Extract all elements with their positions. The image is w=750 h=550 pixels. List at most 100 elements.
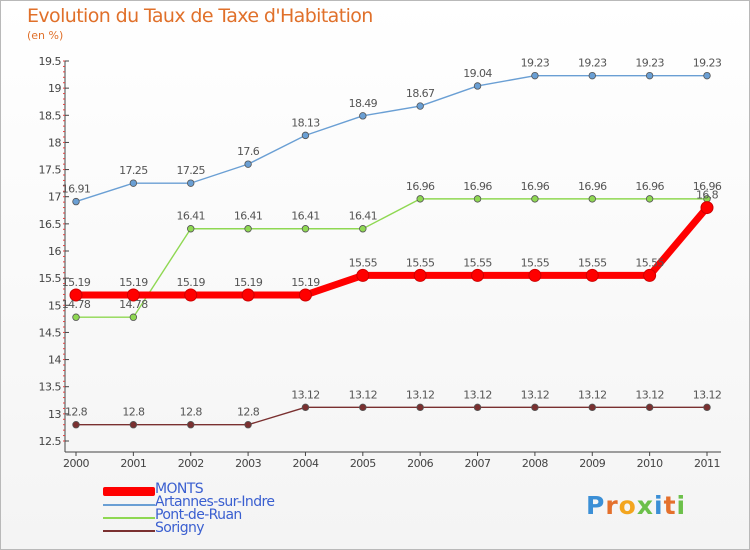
data-label-pont-de-ruan: 16.96 (578, 180, 607, 193)
series-line-pont-de-ruan (75, 198, 708, 318)
data-point-pont-de-ruan (72, 313, 80, 321)
data-label-pont-de-ruan: 14.78 (119, 298, 148, 311)
data-point-pont-de-ruan (129, 313, 138, 321)
data-point-sorigny (301, 403, 310, 412)
data-point-pont-de-ruan (531, 195, 539, 203)
data-point-pont-de-ruan (473, 195, 482, 203)
data-point-artannes-sur-indre (473, 82, 482, 90)
data-label-pont-de-ruan: 16.96 (521, 180, 550, 193)
data-label-sorigny: 13.12 (635, 388, 664, 401)
data-point-monts (298, 288, 312, 302)
data-label-artannes-sur-indre: 18.13 (291, 116, 320, 129)
data-label-pont-de-ruan: 14.78 (62, 298, 91, 311)
data-point-pont-de-ruan (588, 195, 596, 203)
series-line-artannes-sur-indre (75, 74, 708, 203)
legend-swatch-artannes (103, 504, 155, 506)
y-tick-label: 17 (48, 191, 61, 204)
legend: MONTS Artannes-sur-Indre Pont-de-Ruan So… (103, 481, 363, 537)
y-tick-label: 19.5 (39, 55, 62, 68)
x-tick-label: 2008 (522, 457, 548, 470)
data-point-sorigny (244, 421, 252, 429)
legend-label-monts: MONTS (155, 481, 204, 497)
y-tick-label: 16 (48, 245, 61, 258)
legend-item-monts: MONTS (103, 481, 363, 498)
data-label-monts: 15.19 (234, 276, 263, 289)
data-point-sorigny (588, 403, 596, 412)
chart-subtitle: (en %) (27, 29, 64, 42)
data-point-pont-de-ruan (244, 225, 252, 233)
y-tick-label: 13 (48, 408, 61, 421)
data-point-sorigny (187, 421, 195, 429)
y-tick-label: 18.5 (39, 109, 62, 122)
legend-item-artannes: Artannes-sur-Indre (103, 494, 363, 511)
data-point-artannes-sur-indre (129, 179, 138, 187)
x-tick-label: 2005 (350, 457, 376, 470)
x-tick-label: 2006 (407, 457, 433, 470)
y-tick-label: 19 (48, 82, 61, 95)
data-point-monts (643, 268, 657, 282)
data-label-monts: 15.55 (578, 256, 607, 269)
data-point-monts (585, 268, 599, 282)
data-label-sorigny: 12.8 (65, 406, 88, 419)
data-label-pont-de-ruan: 16.96 (463, 180, 492, 193)
legend-label-artannes: Artannes-sur-Indre (155, 494, 275, 510)
data-label-artannes-sur-indre: 17.25 (119, 164, 148, 177)
chart-title: Evolution du Taux de Taxe d'Habitation (27, 5, 373, 27)
data-point-monts (528, 268, 542, 282)
data-label-pont-de-ruan: 16.96 (693, 180, 722, 193)
y-tick-label: 15 (48, 299, 61, 312)
legend-label-sorigny: Sorigny (155, 520, 205, 536)
data-label-pont-de-ruan: 16.41 (291, 210, 320, 223)
data-point-sorigny (416, 403, 424, 412)
data-label-monts: 15.55 (349, 256, 378, 269)
data-label-pont-de-ruan: 16.41 (176, 210, 205, 223)
x-tick-label: 2011 (694, 457, 720, 470)
x-tick-label: 2002 (178, 457, 204, 470)
data-point-artannes-sur-indre (531, 71, 539, 80)
data-point-monts (69, 288, 83, 302)
data-label-artannes-sur-indre: 17.6 (237, 145, 260, 158)
legend-swatch-monts (103, 487, 155, 496)
y-tick-label: 12.5 (39, 435, 62, 448)
data-point-artannes-sur-indre (416, 102, 424, 110)
data-point-monts (356, 268, 370, 282)
data-label-monts: 15.55 (635, 256, 664, 269)
data-label-sorigny: 13.12 (291, 388, 320, 401)
data-point-artannes-sur-indre (703, 71, 711, 80)
data-label-sorigny: 12.8 (237, 406, 260, 419)
data-label-monts: 15.55 (463, 256, 492, 269)
x-tick-label: 2003 (235, 457, 261, 470)
data-point-pont-de-ruan (359, 225, 367, 233)
data-label-monts: 15.55 (406, 256, 435, 269)
data-label-sorigny: 13.12 (349, 388, 378, 401)
data-point-monts (184, 288, 198, 302)
data-point-artannes-sur-indre (301, 131, 310, 140)
data-label-artannes-sur-indre: 18.49 (349, 97, 378, 110)
data-label-artannes-sur-indre: 19.23 (521, 57, 550, 70)
proxiti-logo: Proxiti (586, 491, 687, 520)
data-point-artannes-sur-indre (645, 71, 654, 80)
data-label-sorigny: 13.12 (463, 388, 492, 401)
data-point-sorigny (531, 403, 539, 412)
data-point-sorigny (359, 403, 367, 412)
x-tick-label: 2007 (465, 457, 491, 470)
data-point-pont-de-ruan (187, 225, 195, 233)
x-tick-label: 2004 (292, 457, 318, 470)
data-label-pont-de-ruan: 16.41 (349, 210, 378, 223)
x-tick-label: 2000 (63, 457, 89, 470)
data-point-pont-de-ruan (301, 225, 310, 233)
data-label-sorigny: 13.12 (693, 388, 722, 401)
data-label-sorigny: 13.12 (521, 388, 550, 401)
data-label-artannes-sur-indre: 19.04 (463, 67, 492, 80)
y-tick-label: 13.5 (39, 381, 62, 394)
legend-item-pont-de-ruan: Pont-de-Ruan (103, 507, 363, 524)
y-tick-label: 15.5 (39, 272, 62, 285)
data-label-artannes-sur-indre: 17.25 (176, 164, 205, 177)
series-line-monts (72, 204, 711, 299)
data-label-pont-de-ruan: 16.96 (635, 180, 664, 193)
y-tick-label: 14.5 (39, 326, 62, 339)
data-label-monts: 15.55 (521, 256, 550, 269)
legend-swatch-pont-de-ruan (103, 517, 155, 519)
